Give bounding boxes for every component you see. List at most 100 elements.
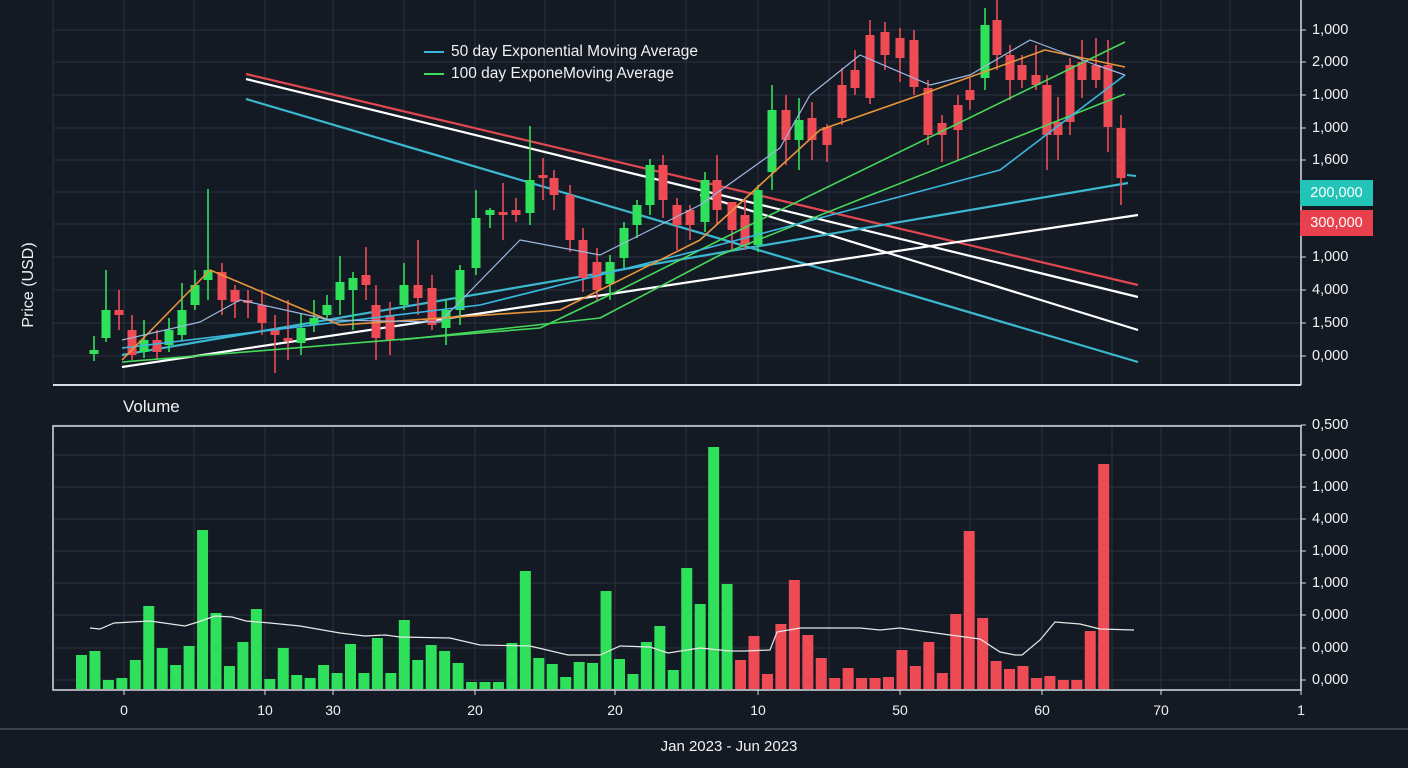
volume-bar[interactable]: [304, 678, 316, 689]
volume-bar[interactable]: [735, 660, 747, 689]
volume-bar[interactable]: [412, 660, 424, 689]
candle[interactable]: [837, 68, 847, 125]
volume-bar[interactable]: [977, 618, 989, 689]
volume-bar[interactable]: [425, 645, 437, 689]
volume-bar[interactable]: [1004, 669, 1016, 689]
candle[interactable]: [794, 98, 804, 170]
volume-bar[interactable]: [183, 646, 195, 689]
volume-bar[interactable]: [102, 680, 114, 689]
candle[interactable]: [385, 302, 395, 355]
volume-bar[interactable]: [250, 609, 262, 689]
candle[interactable]: [427, 275, 437, 330]
candle[interactable]: [1053, 97, 1063, 160]
volume-bar[interactable]: [143, 606, 155, 689]
volume-bar[interactable]: [708, 447, 720, 689]
volume-bar[interactable]: [694, 604, 706, 689]
volume-bar[interactable]: [1084, 631, 1096, 689]
candle[interactable]: [965, 78, 975, 110]
volume-bar[interactable]: [358, 673, 370, 689]
volume-bar[interactable]: [345, 644, 356, 689]
candle[interactable]: [89, 336, 99, 361]
candle[interactable]: [781, 95, 791, 165]
volume-bar[interactable]: [371, 638, 383, 689]
volume-bar[interactable]: [237, 642, 249, 689]
candle[interactable]: [953, 95, 963, 160]
volume-bar[interactable]: [116, 678, 128, 689]
volume-bar[interactable]: [640, 642, 652, 689]
candle[interactable]: [230, 285, 240, 318]
candle[interactable]: [152, 330, 162, 360]
volume-bar[interactable]: [654, 626, 666, 689]
candle[interactable]: [923, 80, 933, 145]
legend-item-ema100[interactable]: 100 day ExponeMoving Average: [424, 63, 698, 85]
candle[interactable]: [850, 50, 860, 95]
volume-bar[interactable]: [452, 663, 464, 689]
candle[interactable]: [822, 124, 832, 162]
candle[interactable]: [485, 208, 495, 228]
volume-bar[interactable]: [1030, 678, 1042, 689]
volume-bar[interactable]: [950, 614, 962, 689]
candle[interactable]: [992, 0, 1002, 70]
candle[interactable]: [399, 263, 409, 310]
volume-bar[interactable]: [883, 677, 894, 689]
candle[interactable]: [632, 200, 642, 238]
candle[interactable]: [471, 190, 481, 275]
candle[interactable]: [203, 189, 213, 300]
volume-bar[interactable]: [385, 673, 397, 689]
volume-bar[interactable]: [587, 663, 599, 689]
candle[interactable]: [1065, 58, 1075, 135]
candle[interactable]: [101, 270, 111, 342]
candle[interactable]: [217, 263, 227, 315]
candle[interactable]: [807, 102, 817, 160]
volume-bar[interactable]: [331, 673, 343, 689]
volume-bar[interactable]: [264, 679, 276, 689]
volume-bar[interactable]: [156, 648, 168, 689]
volume-bar[interactable]: [1017, 666, 1029, 689]
volume-bar[interactable]: [869, 678, 881, 689]
candle[interactable]: [525, 126, 535, 225]
volume-bar[interactable]: [1071, 680, 1083, 689]
volume-bar[interactable]: [479, 682, 491, 689]
volume-bar[interactable]: [748, 636, 760, 689]
candle[interactable]: [727, 202, 737, 250]
volume-bar[interactable]: [546, 664, 558, 689]
candle[interactable]: [538, 158, 548, 200]
candle[interactable]: [243, 290, 253, 318]
volume-bar[interactable]: [963, 531, 975, 689]
volume-bar[interactable]: [842, 668, 854, 689]
volume-bars[interactable]: [76, 447, 1135, 689]
candle[interactable]: [740, 200, 750, 250]
candle[interactable]: [645, 159, 655, 215]
candle[interactable]: [1017, 55, 1027, 88]
candle[interactable]: [455, 265, 465, 325]
volume-bar[interactable]: [573, 662, 585, 689]
candle[interactable]: [283, 300, 293, 360]
candle[interactable]: [441, 300, 451, 345]
candle[interactable]: [361, 247, 371, 300]
volume-bar[interactable]: [909, 666, 921, 689]
candle[interactable]: [257, 290, 267, 335]
volume-bar[interactable]: [519, 571, 531, 689]
volume-bar[interactable]: [721, 584, 733, 689]
candle[interactable]: [895, 28, 905, 82]
candle[interactable]: [270, 315, 280, 373]
candle[interactable]: [335, 256, 345, 315]
candle[interactable]: [549, 170, 559, 210]
candle[interactable]: [980, 8, 990, 90]
candle[interactable]: [658, 155, 668, 218]
volume-bar[interactable]: [1057, 680, 1069, 689]
volume-bar[interactable]: [990, 661, 1002, 689]
volume-bar[interactable]: [923, 642, 935, 689]
volume-bar[interactable]: [1044, 676, 1056, 689]
volume-bar[interactable]: [667, 670, 679, 689]
candle[interactable]: [578, 228, 588, 292]
volume-bar[interactable]: [506, 643, 518, 689]
candle[interactable]: [1005, 45, 1015, 100]
candle[interactable]: [685, 205, 695, 240]
volume-bar[interactable]: [856, 678, 868, 689]
candle[interactable]: [672, 198, 682, 250]
volume-bar[interactable]: [398, 620, 410, 689]
volume-bar[interactable]: [681, 568, 693, 689]
volume-bar[interactable]: [223, 666, 235, 689]
volume-bar[interactable]: [89, 651, 101, 689]
